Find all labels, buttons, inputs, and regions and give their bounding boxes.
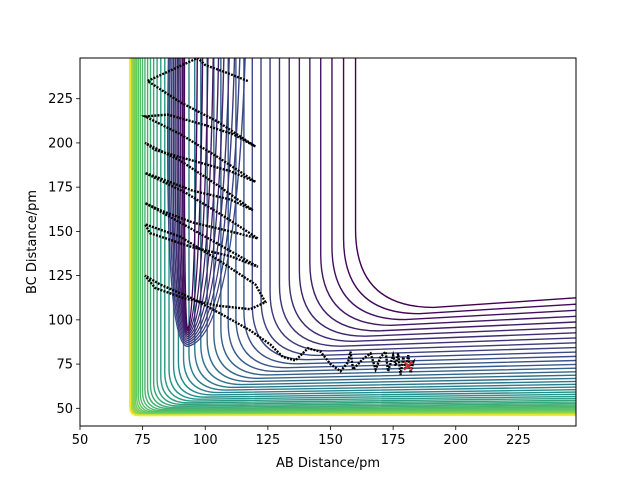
contour-line xyxy=(156,58,576,406)
x-tick-label: 50 xyxy=(72,433,89,448)
contour-line xyxy=(194,58,576,389)
y-tick-label: 75 xyxy=(56,358,73,373)
contour-line xyxy=(149,58,576,409)
plot-frame xyxy=(79,57,577,427)
contour-line xyxy=(181,58,204,332)
contour-line xyxy=(220,58,576,376)
contour-line xyxy=(160,58,576,404)
x-tick-label: 175 xyxy=(381,433,406,448)
y-axis-ticks: 50 75 100 125 150 175 200 225 xyxy=(48,92,80,417)
y-tick-label: 150 xyxy=(48,225,73,240)
contour-line xyxy=(260,58,576,357)
contour-line xyxy=(298,58,576,337)
contour-line xyxy=(278,58,576,347)
y-tick-label: 225 xyxy=(48,92,73,107)
contour-line xyxy=(146,58,576,410)
contour-line xyxy=(172,58,230,342)
y-tick-label: 175 xyxy=(48,181,73,196)
x-tick-label: 75 xyxy=(134,433,151,448)
x-axis-ticks: 50 75 100 125 150 175 200 225 xyxy=(72,426,531,448)
contour-line xyxy=(174,58,225,340)
contour-line xyxy=(139,58,576,413)
end-marker xyxy=(403,361,413,371)
contour-line xyxy=(227,58,576,373)
contour-line xyxy=(172,58,576,398)
contour-line xyxy=(167,58,246,348)
contour-line xyxy=(144,58,576,411)
trajectory-line xyxy=(140,58,416,375)
contour-line xyxy=(188,58,576,391)
contour-line xyxy=(183,58,198,330)
contour-line xyxy=(213,58,576,380)
contour-line xyxy=(206,58,576,383)
y-tick-label: 100 xyxy=(48,313,73,328)
y-axis-label: BC Distance/pm xyxy=(25,190,40,294)
contour-line xyxy=(235,58,576,369)
x-tick-label: 225 xyxy=(506,433,531,448)
contour-line xyxy=(342,58,576,315)
contour-line xyxy=(179,58,209,334)
x-tick-label: 100 xyxy=(193,433,218,448)
contour-line xyxy=(178,58,214,336)
contour-line xyxy=(320,58,576,327)
contour-lines xyxy=(129,58,576,417)
contour-line xyxy=(354,58,576,309)
contour-line xyxy=(141,58,576,412)
contour-line xyxy=(182,58,576,394)
x-tick-label: 150 xyxy=(318,433,343,448)
contour-line xyxy=(168,58,241,346)
contour-line xyxy=(269,58,576,352)
contour-line xyxy=(243,58,576,365)
y-tick-label: 200 xyxy=(48,136,73,151)
contour-line xyxy=(164,58,576,402)
contour-line xyxy=(200,58,576,386)
contour-line xyxy=(152,58,576,407)
contour-line xyxy=(177,58,576,396)
x-axis-label: AB Distance/pm xyxy=(276,456,380,471)
contour-line xyxy=(176,58,220,338)
contour-line xyxy=(129,58,576,417)
contour-line xyxy=(168,58,576,400)
y-tick-label: 50 xyxy=(56,402,73,417)
x-tick-label: 200 xyxy=(443,433,468,448)
y-tick-label: 125 xyxy=(48,269,73,284)
trajectory-path xyxy=(140,58,416,375)
contour-line xyxy=(309,58,576,332)
end-marker-x xyxy=(403,361,413,371)
contour-line xyxy=(288,58,576,343)
x-tick-label: 125 xyxy=(255,433,280,448)
contour-line xyxy=(170,58,236,344)
contour-line xyxy=(331,58,576,321)
